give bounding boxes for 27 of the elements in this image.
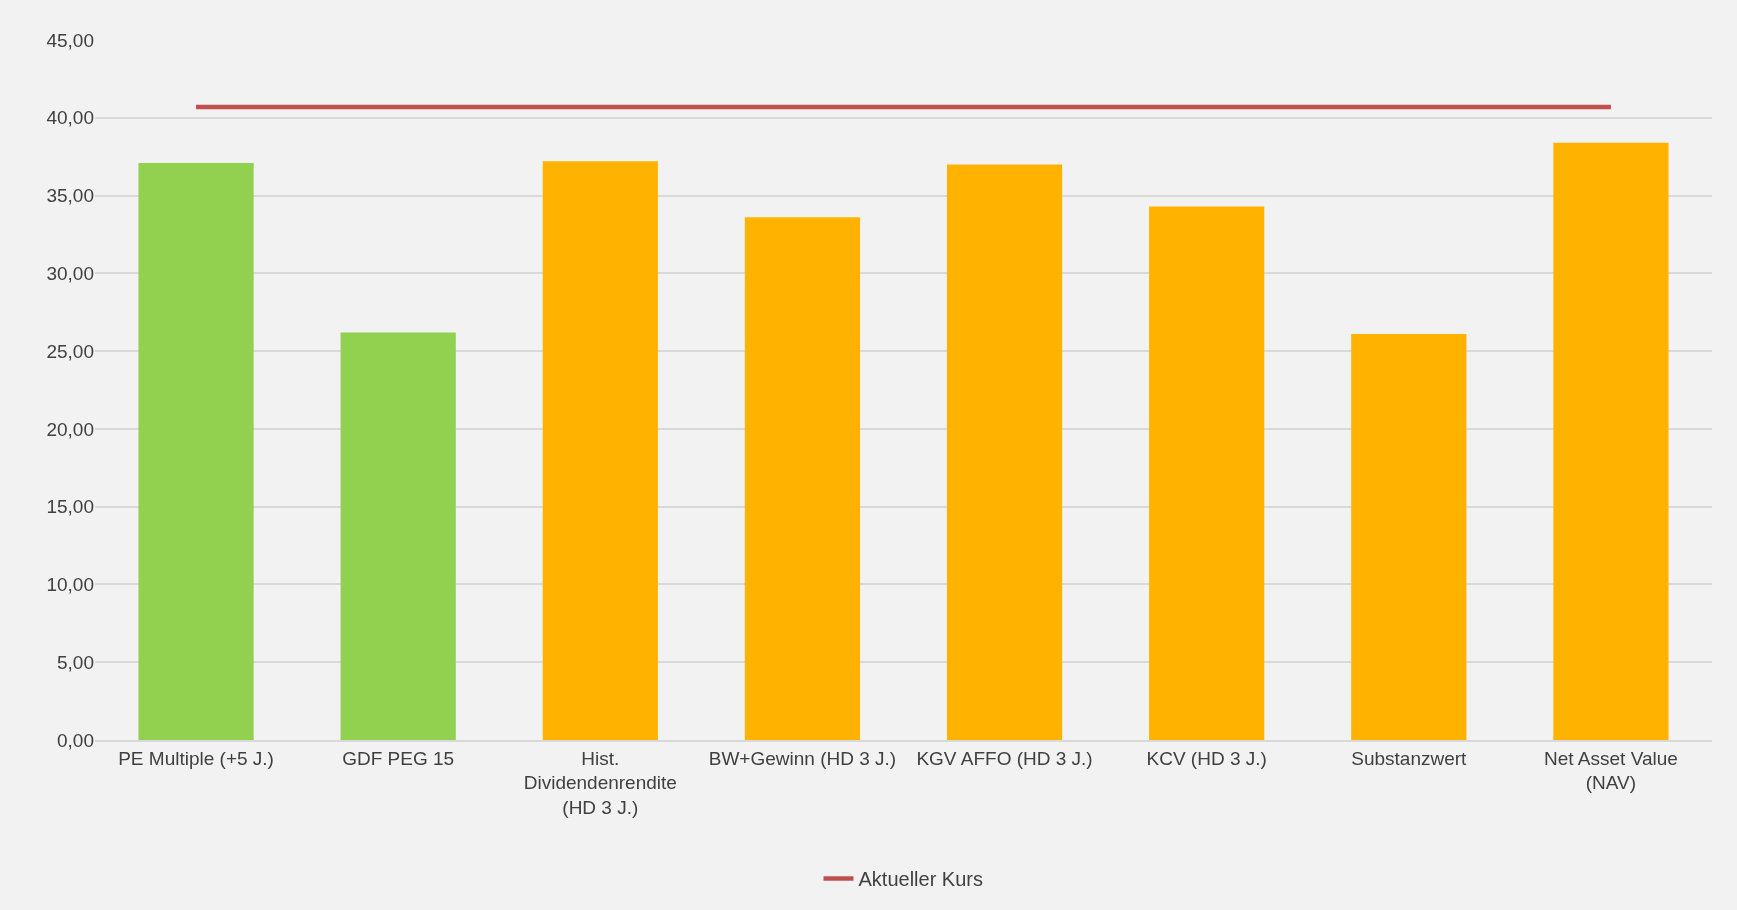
y-tick-label: 25,00	[46, 340, 94, 362]
x-tick-label: Substanzwert	[1351, 747, 1468, 769]
bar	[1149, 206, 1265, 740]
x-tick-label: KGV AFFO (HD 3 J.)	[916, 747, 1093, 769]
x-tick-label: PE Multiple (+5 J.)	[118, 747, 274, 769]
bar	[744, 217, 861, 740]
y-tick-label: 15,00	[46, 496, 94, 518]
x-tick-label: GDF PEG 15	[342, 747, 455, 769]
y-tick-label: 5,00	[57, 651, 94, 673]
x-tick-label: Net Asset Value (NAV)	[1544, 747, 1678, 794]
bar	[1351, 334, 1467, 740]
bar	[946, 164, 1063, 740]
bar	[340, 332, 456, 740]
x-tick-label: KCV (HD 3 J.)	[1146, 747, 1267, 769]
legend-label: Aktueller Kurs	[858, 868, 983, 891]
y-tick-label: 30,00	[46, 262, 94, 284]
y-tick-label: 20,00	[46, 418, 94, 440]
x-tick-label: Hist. Dividendenrendite (HD 3 J.)	[523, 747, 677, 818]
y-tick-label: 40,00	[46, 107, 94, 129]
y-tick-label: 0,00	[57, 729, 94, 751]
bar	[542, 161, 658, 740]
bar	[138, 162, 254, 740]
y-tick-label: 35,00	[46, 185, 94, 207]
bar	[1553, 142, 1669, 740]
x-tick-label: BW+Gewinn (HD 3 J.)	[708, 747, 897, 769]
y-tick-label: 45,00	[46, 29, 94, 51]
y-tick-label: 10,00	[46, 574, 94, 596]
